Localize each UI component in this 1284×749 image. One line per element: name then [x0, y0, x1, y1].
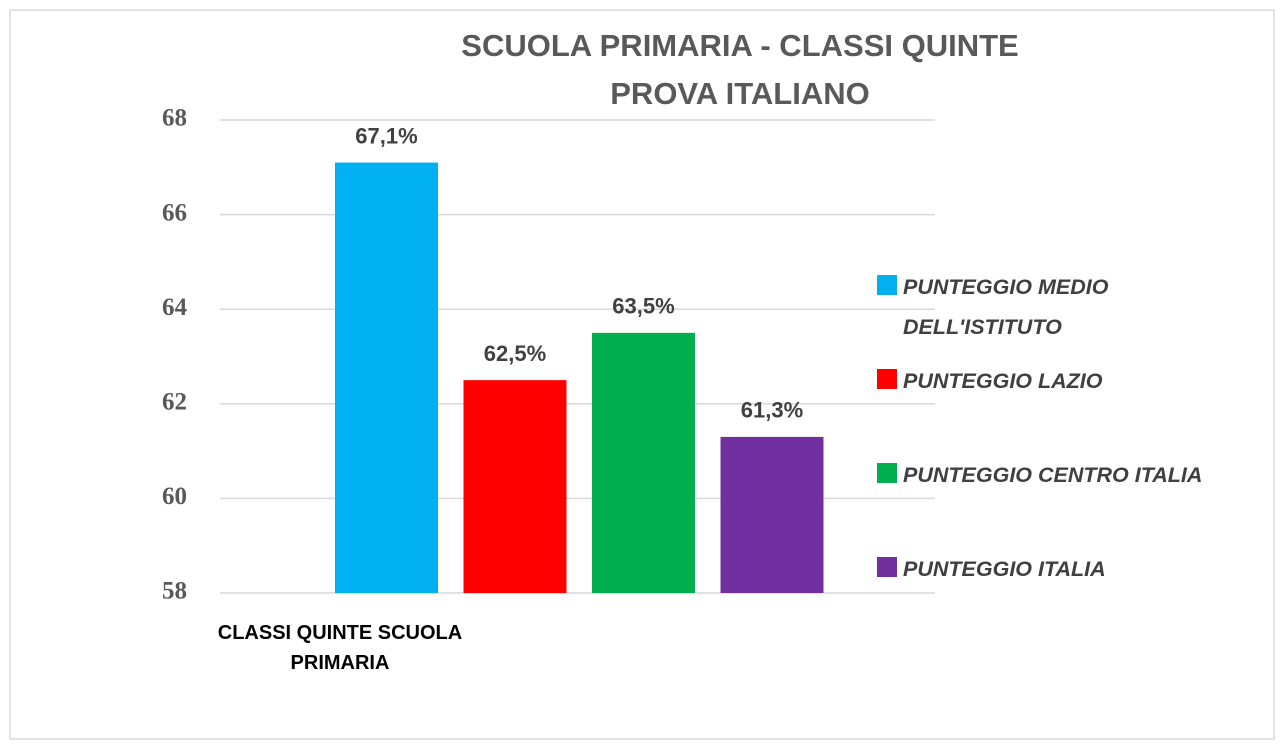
- y-tick-label: 58: [162, 578, 187, 605]
- legend-label: PUNTEGGIO CENTRO ITALIA: [903, 463, 1203, 487]
- bar: [720, 436, 824, 593]
- y-tick-label: 68: [162, 105, 187, 132]
- y-tick-label: 64: [162, 294, 188, 321]
- legend-item: PUNTEGGIO LAZIO: [877, 361, 1283, 401]
- x-tick-label: CLASSI QUINTE SCUOLA PRIMARIA: [217, 622, 463, 674]
- bar: [463, 380, 567, 593]
- legend-item: PUNTEGGIO CENTRO ITALIA: [877, 455, 1283, 495]
- legend-label: PUNTEGGIO MEDIO DELL'ISTITUTO: [903, 275, 1109, 339]
- bar: [592, 332, 695, 593]
- legend-item: PUNTEGGIO MEDIO DELL'ISTITUTO: [877, 267, 1183, 347]
- data-label: 61,3%: [741, 398, 803, 423]
- y-tick-label: 66: [162, 199, 187, 226]
- chart-border: [9, 9, 1275, 740]
- data-label: 67,1%: [355, 123, 417, 148]
- data-label: 62,5%: [484, 341, 546, 366]
- bar: [335, 162, 438, 593]
- chart-title: SCUOLA PRIMARIA - CLASSI QUINTE: [461, 28, 1018, 63]
- legend-swatch: [877, 557, 897, 577]
- y-tick-label: 60: [162, 483, 187, 510]
- legend-swatch: [877, 369, 897, 389]
- data-label: 63,5%: [612, 294, 674, 319]
- legend-label: PUNTEGGIO LAZIO: [903, 369, 1103, 393]
- chart-title: PROVA ITALIANO: [610, 76, 869, 111]
- legend-swatch: [877, 275, 897, 295]
- legend-item: PUNTEGGIO ITALIA: [877, 549, 1283, 589]
- legend-label: PUNTEGGIO ITALIA: [903, 557, 1106, 581]
- legend-swatch: [877, 463, 897, 483]
- y-tick-label: 62: [162, 389, 187, 416]
